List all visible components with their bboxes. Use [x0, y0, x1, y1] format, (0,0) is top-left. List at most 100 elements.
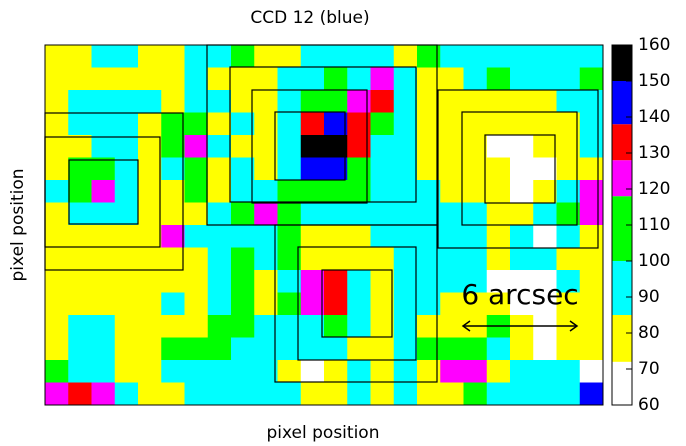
cell	[231, 202, 255, 226]
cell	[347, 180, 371, 203]
cell	[300, 292, 325, 316]
cell	[579, 45, 604, 68]
cell	[138, 135, 162, 158]
cell	[393, 45, 418, 68]
cell	[579, 292, 604, 316]
cell	[370, 112, 395, 136]
cell	[184, 337, 209, 361]
cell	[324, 202, 348, 226]
cell	[579, 135, 604, 158]
cell	[161, 270, 185, 293]
aperture	[274, 111, 346, 181]
aperture	[274, 224, 438, 383]
annotation: 6 arcsec	[461, 278, 578, 311]
cell	[277, 382, 302, 406]
cell	[486, 270, 511, 293]
cell	[138, 360, 162, 383]
cell	[300, 45, 325, 68]
x-axis-label: pixel position	[267, 423, 380, 443]
cell	[440, 337, 464, 361]
cell	[463, 337, 488, 361]
cell	[277, 270, 302, 293]
cell	[277, 292, 302, 316]
cell	[510, 202, 534, 226]
cell	[486, 180, 511, 203]
cell	[91, 157, 116, 181]
cell	[207, 337, 232, 361]
cell	[138, 90, 162, 113]
cell	[184, 90, 209, 113]
cell	[161, 247, 185, 271]
cell	[231, 135, 255, 158]
colorbar-segment	[612, 81, 632, 125]
cell	[440, 247, 464, 271]
cell	[324, 382, 348, 406]
cell	[347, 270, 371, 293]
cell	[486, 45, 511, 68]
cell	[231, 225, 255, 248]
colorbar-segment	[612, 160, 632, 197]
cell	[556, 67, 581, 91]
cell	[324, 225, 348, 248]
cell	[440, 180, 464, 203]
cell	[579, 337, 604, 361]
cell	[68, 247, 92, 271]
cell	[417, 180, 441, 203]
cell	[440, 315, 464, 338]
colorbar-tick-label: 150	[638, 71, 670, 91]
cell	[68, 45, 92, 68]
cell	[486, 157, 511, 181]
cell	[184, 67, 209, 91]
cell	[463, 90, 488, 113]
cell	[254, 202, 278, 226]
cell	[440, 360, 464, 383]
cell	[184, 315, 209, 338]
cell	[533, 67, 557, 91]
cell	[138, 180, 162, 203]
cell	[300, 202, 325, 226]
cell	[231, 382, 255, 406]
cell	[510, 90, 534, 113]
cell	[533, 382, 557, 406]
cell	[300, 112, 325, 136]
cell	[533, 45, 557, 68]
cell	[556, 202, 581, 226]
cell	[463, 292, 488, 316]
cell	[510, 67, 534, 91]
cell	[417, 292, 441, 316]
cell	[68, 90, 92, 113]
colorbar-segment	[612, 261, 632, 315]
colorbar-segment	[612, 45, 632, 81]
cell	[417, 112, 441, 136]
colorbar-tick-label: 60	[638, 395, 660, 415]
cell	[254, 225, 278, 248]
cell	[114, 292, 139, 316]
cell	[114, 180, 139, 203]
cell	[161, 315, 185, 338]
colorbar-tick-label: 90	[638, 287, 660, 307]
cell	[486, 202, 511, 226]
apertures	[44, 44, 599, 383]
cell	[68, 180, 92, 203]
cell	[370, 225, 395, 248]
cell	[45, 202, 69, 226]
cell	[347, 135, 371, 158]
cell	[370, 337, 395, 361]
colorbar-tick-label: 160	[638, 35, 670, 55]
cell	[486, 337, 511, 361]
cell	[254, 247, 278, 271]
cell	[138, 157, 162, 181]
cell	[393, 247, 418, 271]
cell	[254, 360, 278, 383]
cell	[417, 135, 441, 158]
cell	[510, 247, 534, 271]
cell	[207, 67, 232, 91]
cell	[393, 180, 418, 203]
cell	[510, 45, 534, 68]
cell	[440, 157, 464, 181]
cell	[277, 247, 302, 271]
cell	[45, 292, 69, 316]
cell	[579, 157, 604, 181]
cell	[347, 202, 371, 226]
